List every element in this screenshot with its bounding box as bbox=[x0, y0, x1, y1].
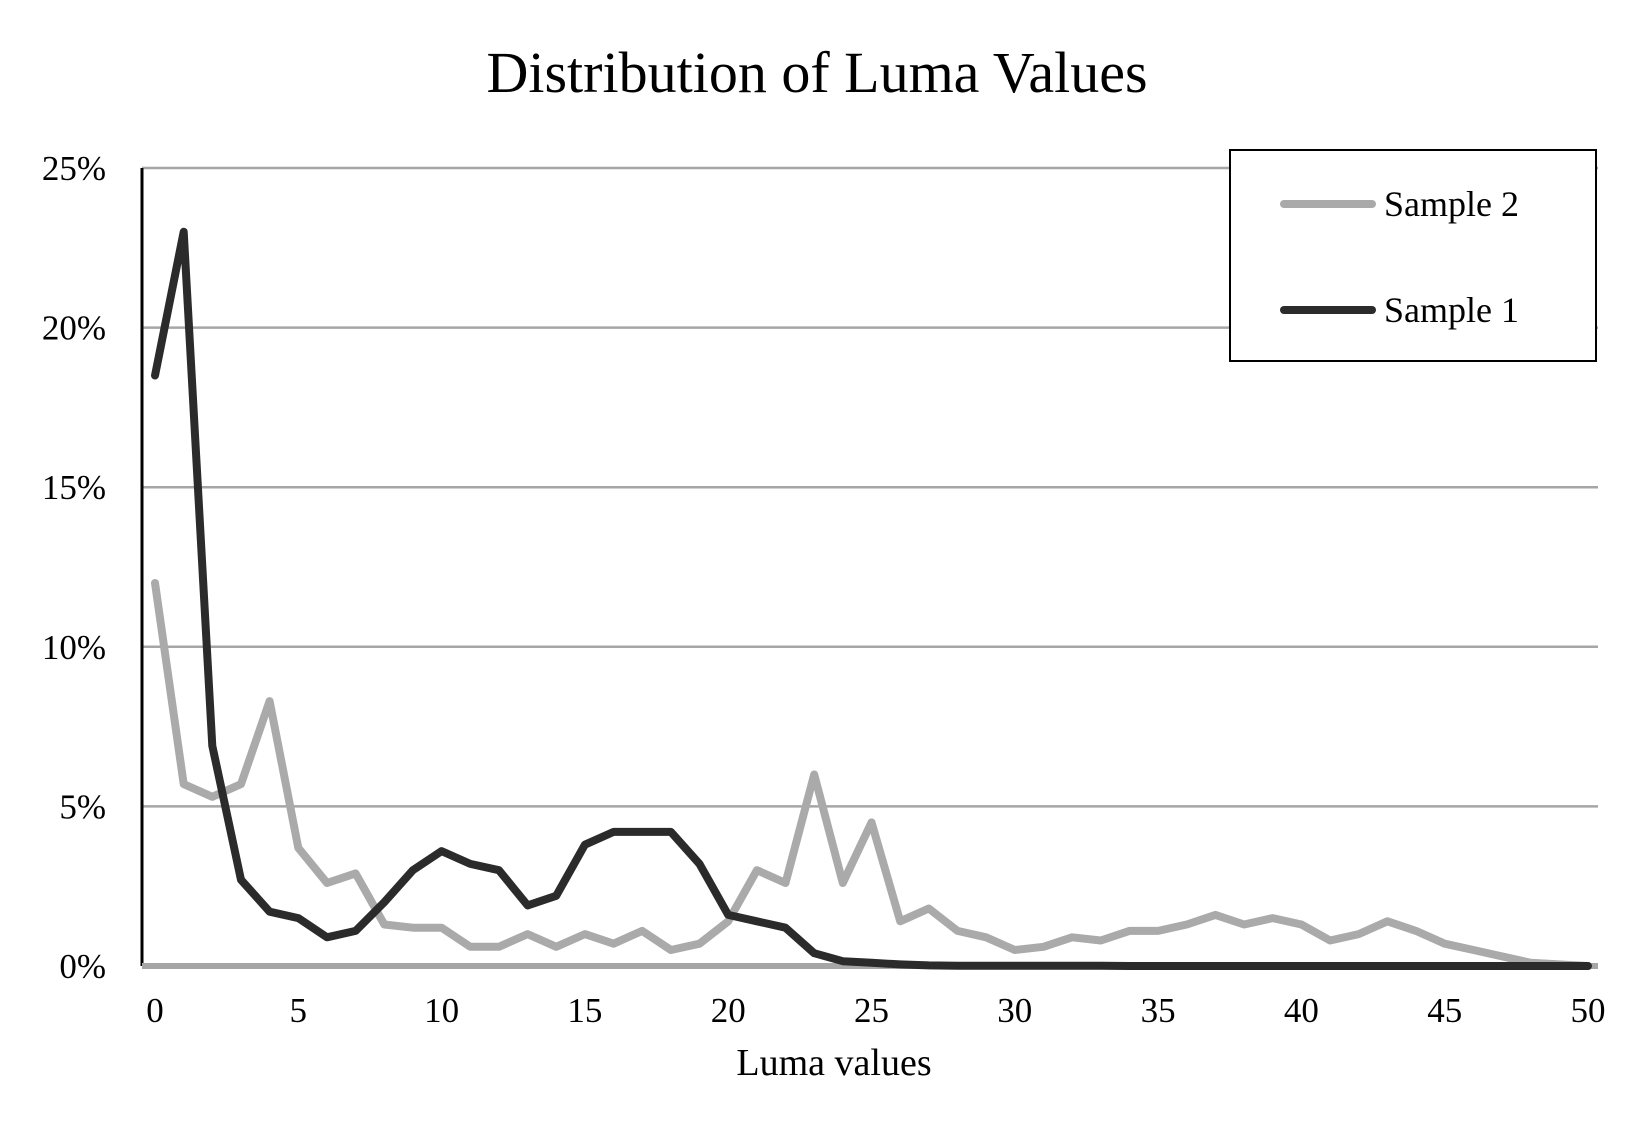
x-tick-label: 5 bbox=[290, 991, 308, 1030]
x-tick-label: 45 bbox=[1427, 991, 1462, 1030]
chart-title: Distribution of Luma Values bbox=[486, 40, 1147, 105]
legend-label: Sample 1 bbox=[1384, 290, 1519, 330]
x-tick-label: 20 bbox=[711, 991, 746, 1030]
legend: Sample 2 Sample 1 bbox=[1229, 149, 1597, 362]
x-tick-label: 25 bbox=[854, 991, 889, 1030]
y-tick-label: 20% bbox=[42, 309, 106, 348]
x-axis-ticks: 0 5 10 15 20 25 30 35 40 45 50 bbox=[146, 991, 1605, 1030]
series-line-sample-1 bbox=[151, 227, 1592, 970]
y-axis-ticks: 0% 5% 10% 15% 20% 25% bbox=[42, 149, 106, 986]
x-tick-label: 15 bbox=[567, 991, 602, 1030]
x-axis-label: Luma values bbox=[736, 1042, 931, 1084]
y-tick-label: 5% bbox=[59, 787, 106, 826]
x-tick-label: 50 bbox=[1571, 991, 1606, 1030]
legend-label: Sample 2 bbox=[1384, 184, 1519, 224]
x-tick-label: 0 bbox=[146, 991, 164, 1030]
y-tick-label: 15% bbox=[42, 468, 106, 507]
y-tick-label: 0% bbox=[59, 947, 106, 986]
x-tick-label: 40 bbox=[1284, 991, 1319, 1030]
x-tick-label: 10 bbox=[424, 991, 459, 1030]
x-tick-label: 35 bbox=[1141, 991, 1176, 1030]
x-tick-label: 30 bbox=[997, 991, 1032, 1030]
y-tick-label: 25% bbox=[42, 149, 106, 188]
legend-box bbox=[1229, 149, 1597, 362]
series-layer bbox=[142, 227, 1598, 970]
series-line-sample-2 bbox=[151, 579, 1592, 970]
y-tick-label: 10% bbox=[42, 628, 106, 667]
